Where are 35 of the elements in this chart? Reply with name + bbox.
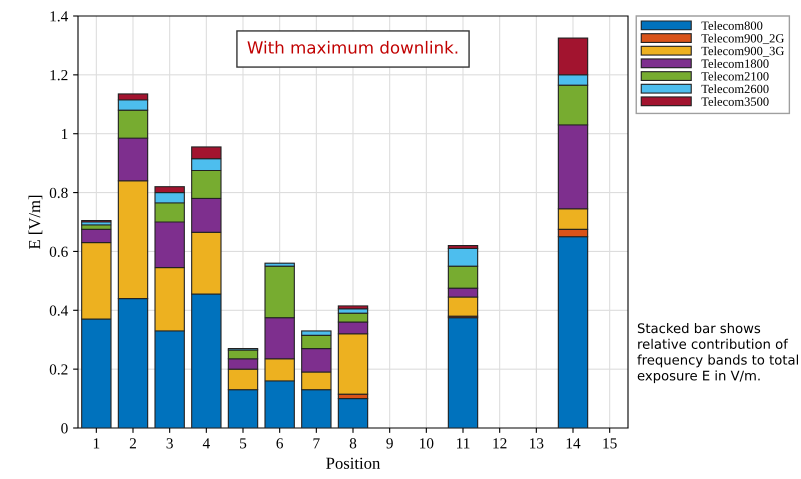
x-tick-label: 10 xyxy=(420,438,434,448)
x-tick-label: 3 xyxy=(166,438,173,448)
y-tick-label: 1.4 xyxy=(50,11,68,22)
legend-label: Telecom800 xyxy=(701,21,762,30)
y-tick-label: 0.6 xyxy=(50,246,68,257)
legend-label: Telecom2600 xyxy=(701,84,769,94)
x-tick-label: 4 xyxy=(202,438,210,448)
x-tick-label: 5 xyxy=(240,438,246,448)
x-tick-label: 15 xyxy=(603,438,617,448)
y-axis-title: E [V/m] xyxy=(28,196,42,250)
x-tick-label: 11 xyxy=(456,438,470,448)
x-tick-label: 14 xyxy=(566,438,580,448)
x-tick-label: 12 xyxy=(493,438,506,448)
y-tick-label: 1.2 xyxy=(50,70,68,80)
x-tick-label: 9 xyxy=(386,438,393,448)
x-tick-label: 1 xyxy=(94,438,100,448)
x-tick-label: 2 xyxy=(130,438,136,448)
x-axis-title: Position xyxy=(326,458,380,469)
legend-label: Telecom1800 xyxy=(701,59,769,68)
annotation: With maximum downlink. xyxy=(247,40,458,54)
legend-label: Telecom900_2G xyxy=(701,34,784,44)
y-tick-label: 0 xyxy=(61,423,68,434)
y-tick-label: 0.4 xyxy=(50,305,68,316)
legend-label: Telecom900_3G xyxy=(701,46,784,57)
legend-label: Telecom2100 xyxy=(701,72,769,81)
x-tick-label: 6 xyxy=(276,438,284,448)
x-tick-label: 8 xyxy=(350,438,356,448)
y-tick-label: 0.8 xyxy=(50,188,68,198)
text: Stacked bar shows relative contribution of frequency bands to total exposure E in V/m. xyxy=(637,323,798,384)
x-tick-label: 13 xyxy=(530,438,544,448)
y-tick-label: 0.2 xyxy=(50,364,68,375)
bar xyxy=(338,398,368,428)
y-tick-label: 1 xyxy=(62,128,68,140)
x-tick-label: 7 xyxy=(314,438,320,448)
legend-label: Telecom3500 xyxy=(701,97,769,106)
